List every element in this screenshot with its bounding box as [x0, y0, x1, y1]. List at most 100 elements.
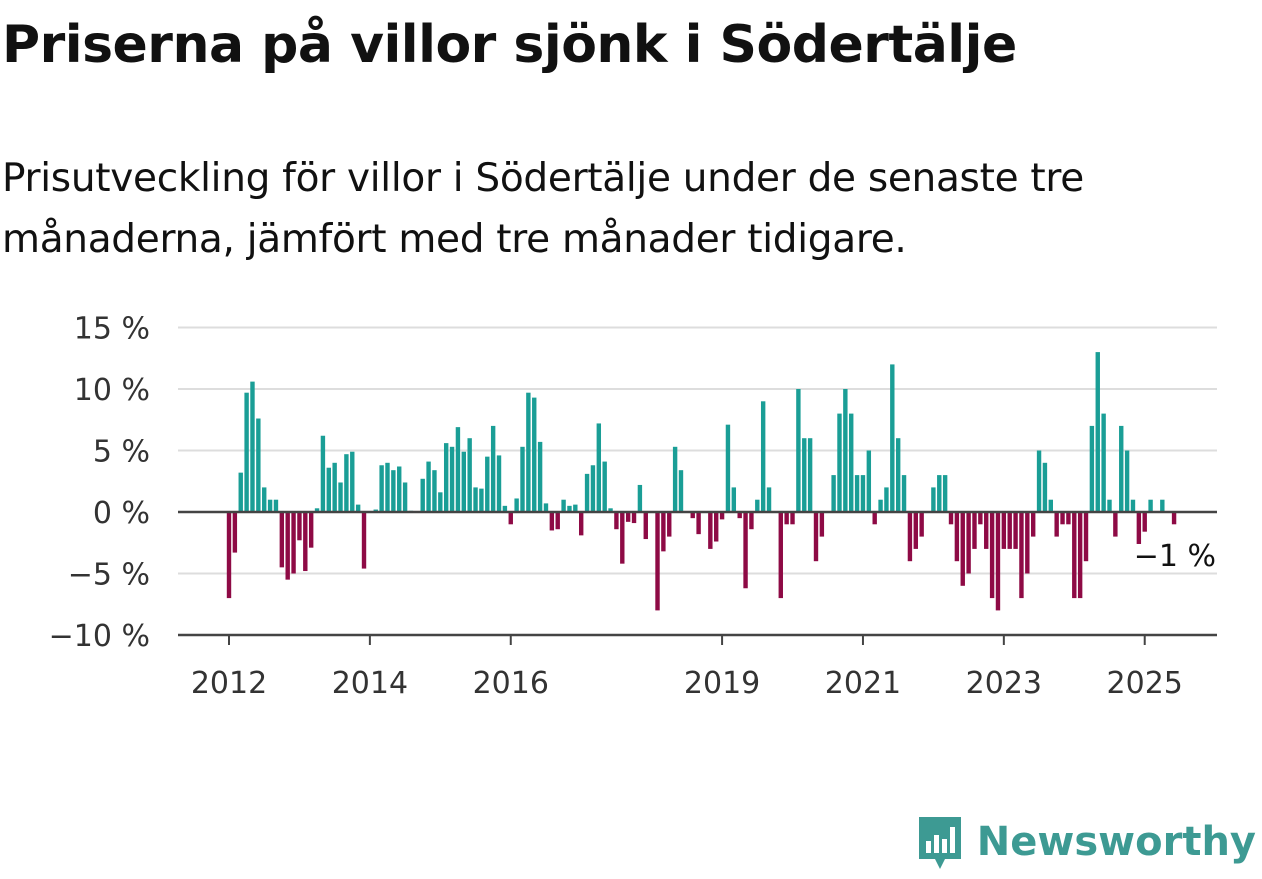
bar: [244, 392, 249, 512]
bar: [907, 512, 913, 562]
y-tick-label: 0 %: [93, 496, 150, 531]
bar: [760, 401, 766, 512]
bar: [620, 512, 625, 564]
bar: [285, 512, 290, 580]
bar: [232, 512, 238, 553]
bar: [667, 512, 672, 537]
bar: [455, 427, 461, 512]
bar: [1036, 450, 1042, 512]
y-tick-label: 15 %: [74, 312, 150, 347]
bar: [954, 512, 960, 562]
bar: [743, 512, 748, 589]
bar: [790, 512, 795, 525]
bar: [696, 512, 701, 535]
bar: [508, 512, 513, 525]
bar: [725, 424, 731, 512]
bar: [948, 512, 954, 525]
bar: [655, 512, 660, 611]
bar: [625, 512, 631, 522]
bar: [314, 508, 320, 512]
bar: [731, 487, 737, 512]
bar: [1119, 425, 1124, 512]
bar: [250, 381, 255, 512]
bar: [643, 512, 648, 540]
bar: [972, 512, 977, 549]
bar: [631, 512, 637, 524]
bar: [1025, 512, 1030, 574]
x-tick-label: 2021: [825, 666, 901, 701]
bar: [995, 512, 1001, 611]
bar: [397, 466, 402, 512]
x-tick-label: 2016: [473, 666, 549, 701]
bar: [520, 446, 525, 512]
bar: [355, 504, 361, 512]
y-tick-label: 10 %: [74, 373, 150, 408]
bar: [784, 512, 789, 525]
newsworthy-logo-text: Newsworthy: [976, 819, 1256, 865]
y-tick-label: 5 %: [93, 435, 150, 470]
bar: [937, 475, 942, 512]
bar: [543, 503, 549, 512]
bar: [385, 462, 390, 512]
bar: [778, 512, 783, 599]
bar: [931, 487, 936, 512]
bar: [438, 492, 443, 512]
bar: [526, 392, 531, 512]
bar: [813, 512, 819, 562]
bar: [1048, 499, 1053, 512]
bar: [895, 438, 901, 512]
bar: [984, 512, 989, 549]
x-tick-label: 2025: [1107, 666, 1183, 701]
bar: [884, 487, 889, 512]
bar: [913, 512, 918, 549]
bar: [320, 435, 326, 512]
newsworthy-logo: Newsworthy: [915, 813, 1256, 871]
bar: [989, 512, 995, 599]
bar: [843, 389, 848, 512]
bar: [449, 446, 455, 512]
bar: [579, 512, 584, 536]
bar: [755, 499, 760, 512]
bar: [849, 413, 854, 512]
bar: [361, 512, 367, 569]
bar: [391, 470, 396, 512]
bar: [473, 487, 478, 512]
bar: [919, 512, 924, 537]
bar: [338, 482, 343, 512]
bar: [837, 413, 842, 512]
bar: [901, 475, 907, 512]
bar: [496, 455, 502, 512]
bar: [1107, 499, 1112, 512]
bar: [303, 512, 308, 572]
bar: [502, 505, 508, 512]
bar: [279, 512, 285, 568]
bar: [608, 508, 613, 512]
bar: [1013, 512, 1018, 549]
bar: [297, 512, 302, 541]
bar: [678, 470, 684, 512]
bar: [1001, 512, 1007, 549]
bar: [267, 499, 273, 512]
bar: [402, 482, 408, 512]
bar: [866, 450, 872, 512]
bar: [960, 512, 965, 586]
end-value-label: −1 %: [1134, 539, 1216, 574]
bar: [1101, 413, 1106, 512]
bar: [584, 473, 590, 512]
bar: [596, 423, 602, 512]
bar: [326, 467, 331, 512]
bar: [1066, 512, 1071, 525]
y-tick-label: −10 %: [49, 619, 150, 654]
bar: [672, 446, 678, 512]
bar: [350, 451, 355, 512]
bar: [602, 461, 607, 512]
bar: [490, 425, 496, 512]
bar: [1095, 352, 1100, 512]
bar: [1148, 499, 1153, 512]
x-tick-label: 2019: [684, 666, 760, 701]
x-tick-label: 2023: [966, 666, 1042, 701]
bar: [256, 418, 261, 512]
bar: [479, 488, 484, 512]
bar: [1054, 512, 1059, 537]
bar: [854, 475, 860, 512]
